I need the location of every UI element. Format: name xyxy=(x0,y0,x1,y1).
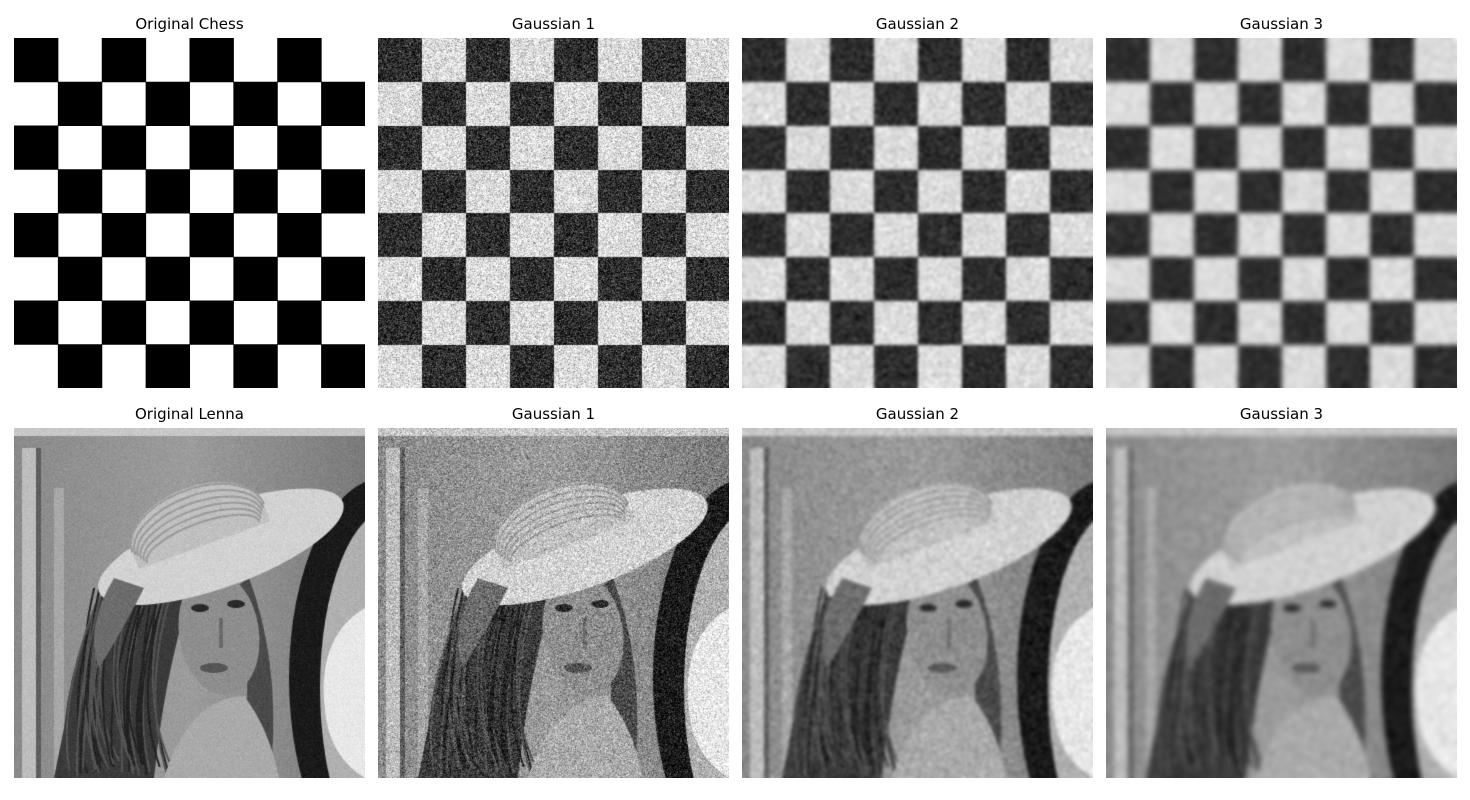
chessboard-gaussian-2-image xyxy=(742,38,1093,388)
chessboard-dark-square xyxy=(233,169,278,214)
portrait-gaussian-1-image xyxy=(378,428,729,778)
chessboard-dark-square xyxy=(145,344,191,388)
chessboard-dark-square xyxy=(145,169,191,214)
chessboard-dark-square xyxy=(321,169,365,214)
panel-title: Gaussian 3 xyxy=(1239,405,1324,423)
chessboard-gaussian-1-image xyxy=(378,38,729,388)
chessboard-dark-square xyxy=(57,344,103,388)
panel-title: Original Lenna xyxy=(135,405,244,423)
chessboard-dark-square xyxy=(101,213,147,258)
portrait-image xyxy=(14,428,365,778)
panel-title: Gaussian 3 xyxy=(1239,15,1324,33)
chessboard-image xyxy=(14,38,365,388)
chessboard-dark-square xyxy=(101,38,147,83)
chessboard-dark-square xyxy=(189,213,234,258)
chessboard-gaussian-3-image xyxy=(1106,38,1457,388)
portrait-gaussian-2-image xyxy=(742,428,1093,778)
chessboard-dark-square xyxy=(57,81,103,126)
chessboard-dark-square xyxy=(277,213,322,258)
panel-title: Gaussian 2 xyxy=(875,15,960,33)
chessboard-dark-square xyxy=(321,81,365,126)
chessboard-dark-square xyxy=(189,125,234,170)
chessboard-dark-square xyxy=(101,125,147,170)
chessboard-dark-square xyxy=(321,344,365,388)
panel-title: Original Chess xyxy=(135,15,244,33)
portrait-gaussian-3-image xyxy=(1106,428,1457,778)
chessboard-dark-square xyxy=(145,256,191,301)
chessboard-dark-square xyxy=(101,300,147,345)
chessboard-dark-square xyxy=(233,256,278,301)
chessboard-dark-square xyxy=(189,38,234,83)
panel-title: Gaussian 1 xyxy=(511,15,596,33)
chessboard-dark-square xyxy=(14,300,59,345)
chessboard-dark-square xyxy=(277,125,322,170)
chessboard-dark-square xyxy=(233,81,278,126)
chessboard-dark-square xyxy=(57,169,103,214)
panel-title: Gaussian 1 xyxy=(511,405,596,423)
chessboard-dark-square xyxy=(277,38,322,83)
panel-title: Gaussian 2 xyxy=(875,405,960,423)
chessboard-dark-square xyxy=(14,213,59,258)
chessboard-dark-square xyxy=(233,344,278,388)
chessboard-dark-square xyxy=(145,81,191,126)
chessboard-dark-square xyxy=(189,300,234,345)
chessboard-dark-square xyxy=(277,300,322,345)
chessboard-dark-square xyxy=(57,256,103,301)
chessboard-dark-square xyxy=(321,256,365,301)
chessboard-dark-square xyxy=(14,38,59,83)
chessboard-dark-square xyxy=(14,125,59,170)
